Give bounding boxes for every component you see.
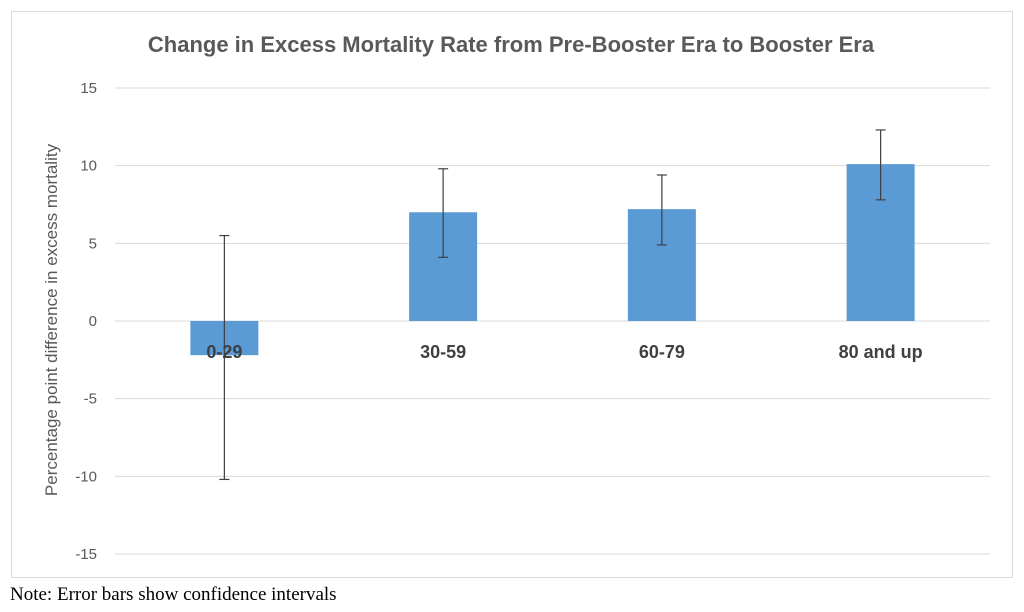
- error-bar: [438, 168, 449, 258]
- y-tick-label: 10: [80, 158, 97, 175]
- y-tick-labels: 15 10 5 0 -5 -10 -15: [75, 80, 97, 563]
- category-label: 0-29: [206, 342, 242, 362]
- chart-svg: Change in Excess Mortality Rate from Pre…: [42, 32, 990, 563]
- category-label: 30-59: [420, 342, 466, 362]
- y-tick-label: 0: [89, 313, 97, 330]
- y-tick-label: -15: [75, 546, 97, 563]
- category-label: 80 and up: [839, 342, 923, 362]
- chart-frame: [11, 11, 1013, 578]
- chart-title: Change in Excess Mortality Rate from Pre…: [148, 32, 875, 57]
- error-bars: [219, 129, 886, 481]
- y-tick-label: 5: [89, 235, 97, 252]
- chart-note: Note: Error bars show confidence interva…: [10, 584, 337, 605]
- error-bar: [656, 174, 667, 246]
- y-axis-label: Percentage point difference in excess mo…: [42, 143, 61, 496]
- y-tick-label: -10: [75, 468, 97, 485]
- y-tick-label: 15: [80, 80, 97, 97]
- error-bar: [219, 234, 230, 481]
- bars: [190, 164, 915, 356]
- category-label: 60-79: [639, 342, 685, 362]
- y-tick-label: -5: [84, 391, 97, 408]
- error-bar: [875, 129, 886, 201]
- category-labels: 0-29 30-59 60-79 80 and up: [206, 342, 922, 362]
- gridlines: [115, 87, 990, 555]
